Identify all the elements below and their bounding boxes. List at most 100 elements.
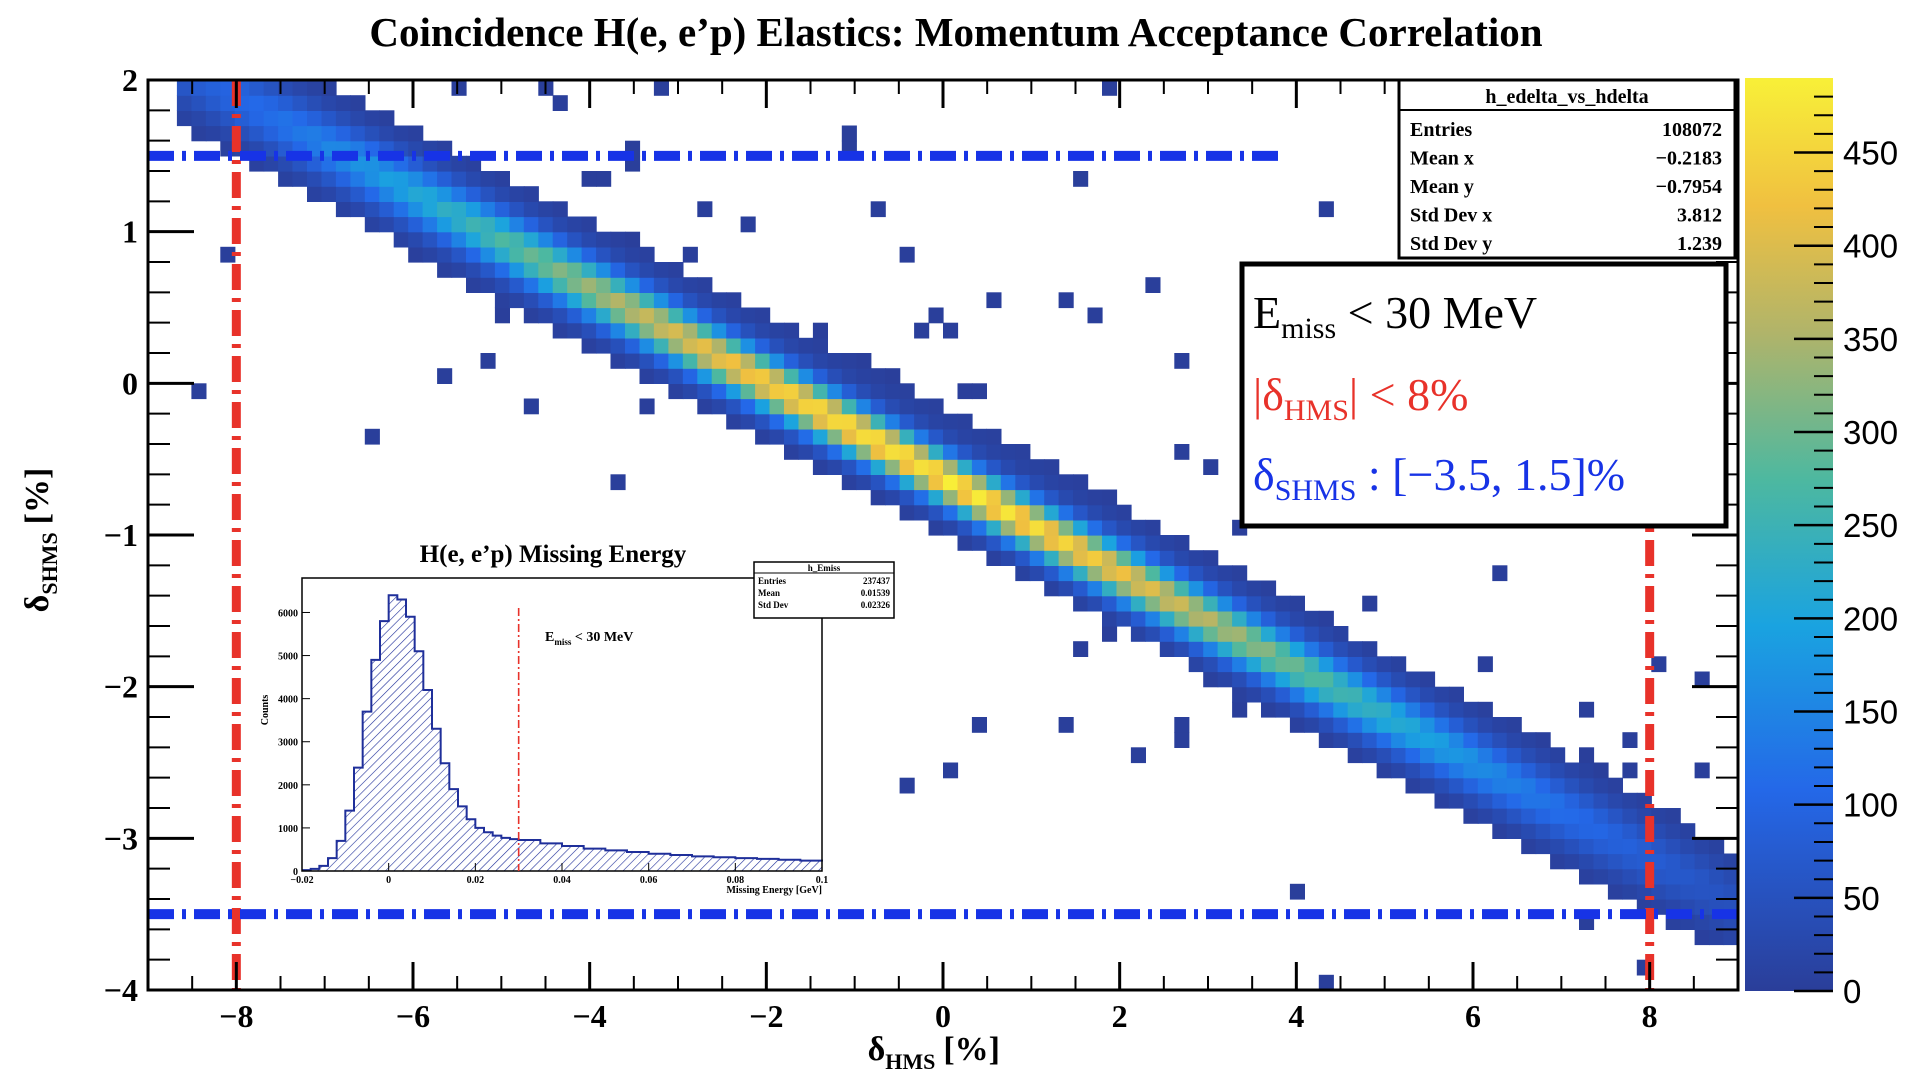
chart-title: Coincidence H(e, e’p) Elastics: Momentum… xyxy=(369,9,1543,55)
heatmap-cell xyxy=(1506,717,1522,733)
heatmap-cell xyxy=(697,307,713,324)
heatmap-cell xyxy=(1651,838,1667,855)
heatmap-cell xyxy=(986,519,1002,536)
heatmap-cell xyxy=(1130,747,1146,764)
heatmap-cell xyxy=(856,459,872,475)
heatmap-cell xyxy=(393,216,409,233)
heatmap-cell xyxy=(408,186,424,202)
heatmap-cell xyxy=(1521,808,1537,824)
colorbar-tick-label: 250 xyxy=(1843,507,1898,544)
heatmap-cell xyxy=(625,231,641,248)
heatmap-cell xyxy=(205,80,221,96)
heatmap-cell xyxy=(1145,626,1161,642)
heatmap-cell xyxy=(1261,580,1277,597)
heatmap-cell xyxy=(581,292,597,309)
heatmap-cell xyxy=(1420,701,1436,718)
heatmap-cell xyxy=(1593,868,1609,885)
heatmap-cell xyxy=(1362,701,1378,718)
heatmap-cell xyxy=(1420,762,1436,779)
heatmap-cell xyxy=(596,337,612,354)
heatmap-cell xyxy=(1174,610,1190,627)
heatmap-cell xyxy=(971,717,987,733)
heatmap-cell xyxy=(1362,747,1378,764)
heatmap-cell xyxy=(1376,671,1392,688)
heatmap-cell xyxy=(943,428,959,445)
heatmap-cell xyxy=(1709,868,1725,885)
heatmap-cell xyxy=(278,80,294,96)
heatmap-cell xyxy=(827,459,843,475)
stats-value: 1.239 xyxy=(1677,233,1722,255)
heatmap-cell xyxy=(1521,732,1537,748)
heatmap-cell xyxy=(812,353,828,369)
heatmap-cell xyxy=(1579,868,1595,885)
heatmap-cell xyxy=(567,292,583,309)
heatmap-cell xyxy=(697,322,713,339)
heatmap-cell xyxy=(639,368,655,384)
inset-stats-label: Entries xyxy=(758,576,786,586)
heatmap-cell xyxy=(899,444,915,460)
heatmap-cell xyxy=(957,474,973,491)
heatmap-cell xyxy=(509,201,525,218)
heatmap-cell xyxy=(408,125,424,142)
heatmap-cell xyxy=(610,277,626,293)
heatmap-cell xyxy=(1130,595,1146,612)
heatmap-cell xyxy=(1159,565,1175,582)
heatmap-cell xyxy=(1102,580,1118,597)
heatmap-cell xyxy=(1362,732,1378,748)
heatmap-cell xyxy=(1232,580,1248,597)
heatmap-cell xyxy=(1593,823,1609,839)
heatmap-cell xyxy=(1073,580,1089,597)
heatmap-cell xyxy=(885,444,901,460)
inset-x-tick-label: 0.06 xyxy=(640,875,658,886)
heatmap-cell xyxy=(971,444,987,460)
heatmap-cell xyxy=(1564,777,1580,794)
heatmap-cell xyxy=(307,80,323,96)
heatmap-cell xyxy=(653,353,669,369)
heatmap-cell xyxy=(1506,762,1522,779)
heatmap-cell xyxy=(668,337,684,354)
heatmap-cell xyxy=(1116,519,1132,536)
heatmap-cell xyxy=(1015,444,1031,460)
heatmap-cell xyxy=(957,519,973,536)
heatmap-cell xyxy=(1665,838,1681,855)
heatmap-cell xyxy=(740,413,756,430)
inset-x-tick-label: 0.04 xyxy=(553,875,571,886)
heatmap-cell xyxy=(1405,732,1421,748)
heatmap-cell xyxy=(914,322,930,339)
heatmap-cell xyxy=(856,353,872,369)
heatmap-cell xyxy=(928,413,944,430)
heatmap-cell xyxy=(1261,656,1277,673)
heatmap-cell xyxy=(1217,671,1233,688)
heatmap-cell xyxy=(682,246,698,263)
heatmap-cell xyxy=(1246,580,1262,597)
heatmap-cell xyxy=(379,216,395,233)
heatmap-cell xyxy=(523,246,539,263)
heatmap-cell xyxy=(798,398,814,415)
heatmap-cell xyxy=(1304,641,1320,657)
heatmap-cell xyxy=(610,307,626,324)
heatmap-cell xyxy=(812,383,828,400)
colorbar-tick-label: 400 xyxy=(1843,228,1898,265)
heatmap-cell xyxy=(523,201,539,218)
heatmap-cell xyxy=(711,398,727,415)
heatmap-cell xyxy=(841,125,857,142)
stats-value: −0.7954 xyxy=(1656,176,1722,198)
heatmap-cell xyxy=(1333,732,1349,748)
heatmap-cell xyxy=(1723,868,1738,885)
heatmap-cell xyxy=(1535,762,1551,779)
heatmap-cell xyxy=(552,95,568,111)
heatmap-cell xyxy=(596,262,612,278)
heatmap-cell xyxy=(1246,686,1262,703)
colorbar-tick-label: 200 xyxy=(1843,600,1898,637)
inset-histogram-line xyxy=(302,594,823,872)
heatmap-cell xyxy=(1217,610,1233,627)
heatmap-cell xyxy=(1434,701,1450,718)
heatmap-cell xyxy=(841,428,857,445)
heatmap-cell xyxy=(1073,535,1089,551)
heatmap-cell xyxy=(1362,641,1378,657)
heatmap-cell xyxy=(812,322,828,339)
heatmap-cell xyxy=(1506,777,1522,794)
inset-stats-label: Mean xyxy=(758,588,780,598)
heatmap-cell xyxy=(379,125,395,142)
heatmap-cell xyxy=(928,398,944,415)
